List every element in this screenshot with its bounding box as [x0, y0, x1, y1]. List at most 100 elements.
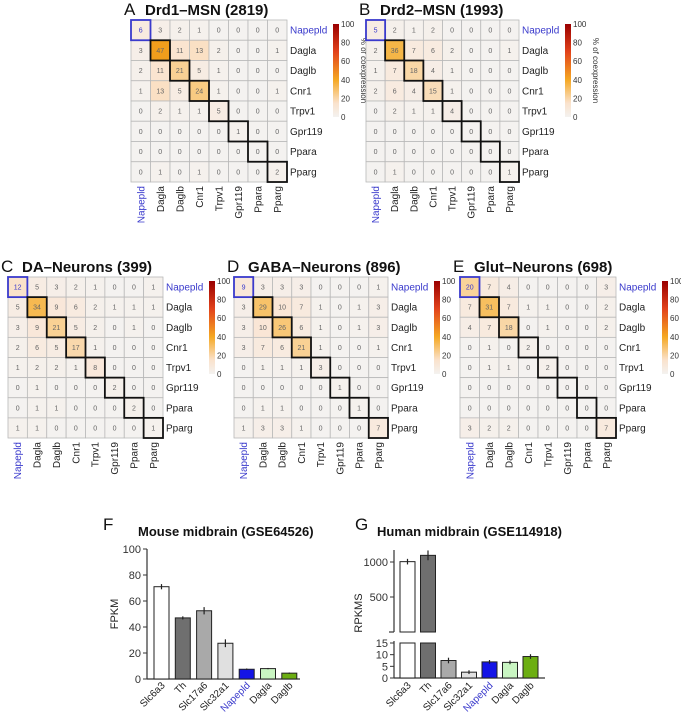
cell-value: 0 [374, 169, 378, 176]
cell-value: 0 [357, 345, 361, 352]
colorbar-tick-label: 60 [670, 314, 679, 323]
cell-value: 0 [565, 365, 569, 372]
colorbar-tick-label: 0 [573, 113, 578, 122]
row-label: Cnr1 [290, 86, 312, 97]
diagonal-box [498, 316, 520, 339]
cell-value: 0 [565, 305, 569, 312]
diagonal-box [367, 416, 389, 439]
diagonal-box [266, 160, 288, 183]
cell-value: 0 [374, 109, 378, 116]
cell-value: 2 [93, 325, 97, 332]
column-label: Cnr1 [524, 442, 535, 464]
cell-value: 1 [280, 365, 284, 372]
column-label: Dagla [258, 442, 269, 469]
cell-value: 0 [74, 425, 78, 432]
row-label: Dagla [290, 46, 317, 57]
cell-value: 0 [256, 149, 260, 156]
column-label: Pparg [505, 186, 516, 213]
cell-value: 1 [16, 425, 20, 432]
column-label: Cnr1 [195, 186, 206, 208]
column-label: Daglb [409, 186, 420, 213]
cell-value: 4 [412, 88, 416, 95]
cell-value: 2 [178, 28, 182, 35]
cell-value: 0 [507, 88, 511, 95]
cell-value: 0 [275, 109, 279, 116]
cell-value: 6 [139, 28, 143, 35]
column-label: Ppara [129, 442, 140, 469]
cell-value: 0 [280, 385, 284, 392]
bar [522, 656, 539, 679]
cell-value: 0 [113, 425, 117, 432]
diagonal-box [422, 79, 444, 102]
cell-value: 1 [376, 345, 380, 352]
column-label: Trpv1 [91, 442, 102, 468]
diagonal-box [45, 316, 68, 339]
row-label: Gpr119 [290, 127, 323, 138]
cell-value: 1 [35, 405, 39, 412]
cell-value: 13 [195, 48, 203, 55]
x-tick-label: Dagla [248, 680, 275, 707]
diagonal-box [310, 356, 332, 379]
cell-value: 6 [74, 305, 78, 312]
cell-value: 9 [35, 325, 39, 332]
cell-value: 5 [178, 88, 182, 95]
cell-value: 7 [299, 305, 303, 312]
cell-value: 0 [450, 169, 454, 176]
colorbar-label: % of coexpression [359, 38, 368, 103]
colorbar-tick-label: 100 [573, 20, 587, 29]
cell-value: 1 [178, 109, 182, 116]
cell-value: 0 [151, 345, 155, 352]
cell-value: 0 [217, 28, 221, 35]
cell-value: 0 [151, 385, 155, 392]
cell-value: 8 [93, 365, 97, 372]
colorbar-tick-label: 80 [670, 296, 679, 305]
y-tick-label: 1000 [364, 557, 388, 569]
cell-value: 3 [280, 285, 284, 292]
colorbar-tick-label: 40 [573, 76, 582, 85]
bar-chart-G: G Human midbrain (GSE114918) 500 1000 051015… [353, 515, 562, 714]
x-tick-label: Daglb [510, 680, 537, 707]
diagonal-box [329, 376, 351, 399]
cell-value: 0 [507, 149, 511, 156]
y-tick-label: 100 [123, 544, 141, 556]
cell-value: 0 [242, 365, 246, 372]
y-tick-label: 5 [382, 661, 388, 673]
cell-value: 0 [319, 285, 323, 292]
colorbar [565, 24, 571, 117]
cell-value: 1 [507, 169, 511, 176]
cell-value: 0 [357, 365, 361, 372]
cell-value: 0 [585, 345, 589, 352]
cell-value: 1 [357, 325, 361, 332]
cell-value: 3 [376, 325, 380, 332]
cell-value: 0 [113, 405, 117, 412]
cell-value: 0 [338, 285, 342, 292]
cell-value: 2 [393, 28, 397, 35]
cell-value: 0 [197, 149, 201, 156]
cell-value: 0 [469, 48, 473, 55]
colorbar-tick-label: 0 [341, 113, 346, 122]
diagonal-box [441, 100, 463, 123]
cell-value: 0 [468, 345, 472, 352]
y-tick-label: 15 [376, 638, 388, 650]
cell-value: 0 [507, 345, 511, 352]
colorbar-tick-label: 100 [670, 277, 681, 286]
cell-value: 0 [319, 425, 323, 432]
row-label: Napepld [290, 26, 327, 37]
column-label: Trpv1 [448, 186, 459, 212]
column-label: Gpr119 [234, 186, 245, 219]
panel-letter: F [103, 515, 113, 534]
row-label: Ppara [391, 403, 418, 414]
column-label: Dagla [156, 186, 167, 213]
panel-title: Drd2–MSN (1993) [380, 2, 503, 19]
column-label: Trpv1 [214, 186, 225, 212]
cell-value: 0 [469, 169, 473, 176]
x-tick-label: Th [418, 680, 434, 696]
cell-value: 3 [299, 285, 303, 292]
cell-value: 1 [319, 305, 323, 312]
cell-value: 0 [488, 129, 492, 136]
cell-value: 0 [139, 109, 143, 116]
cell-value: 1 [54, 405, 58, 412]
column-label: Pparg [149, 442, 160, 469]
cell-value: 1 [393, 169, 397, 176]
cell-value: 0 [604, 365, 608, 372]
